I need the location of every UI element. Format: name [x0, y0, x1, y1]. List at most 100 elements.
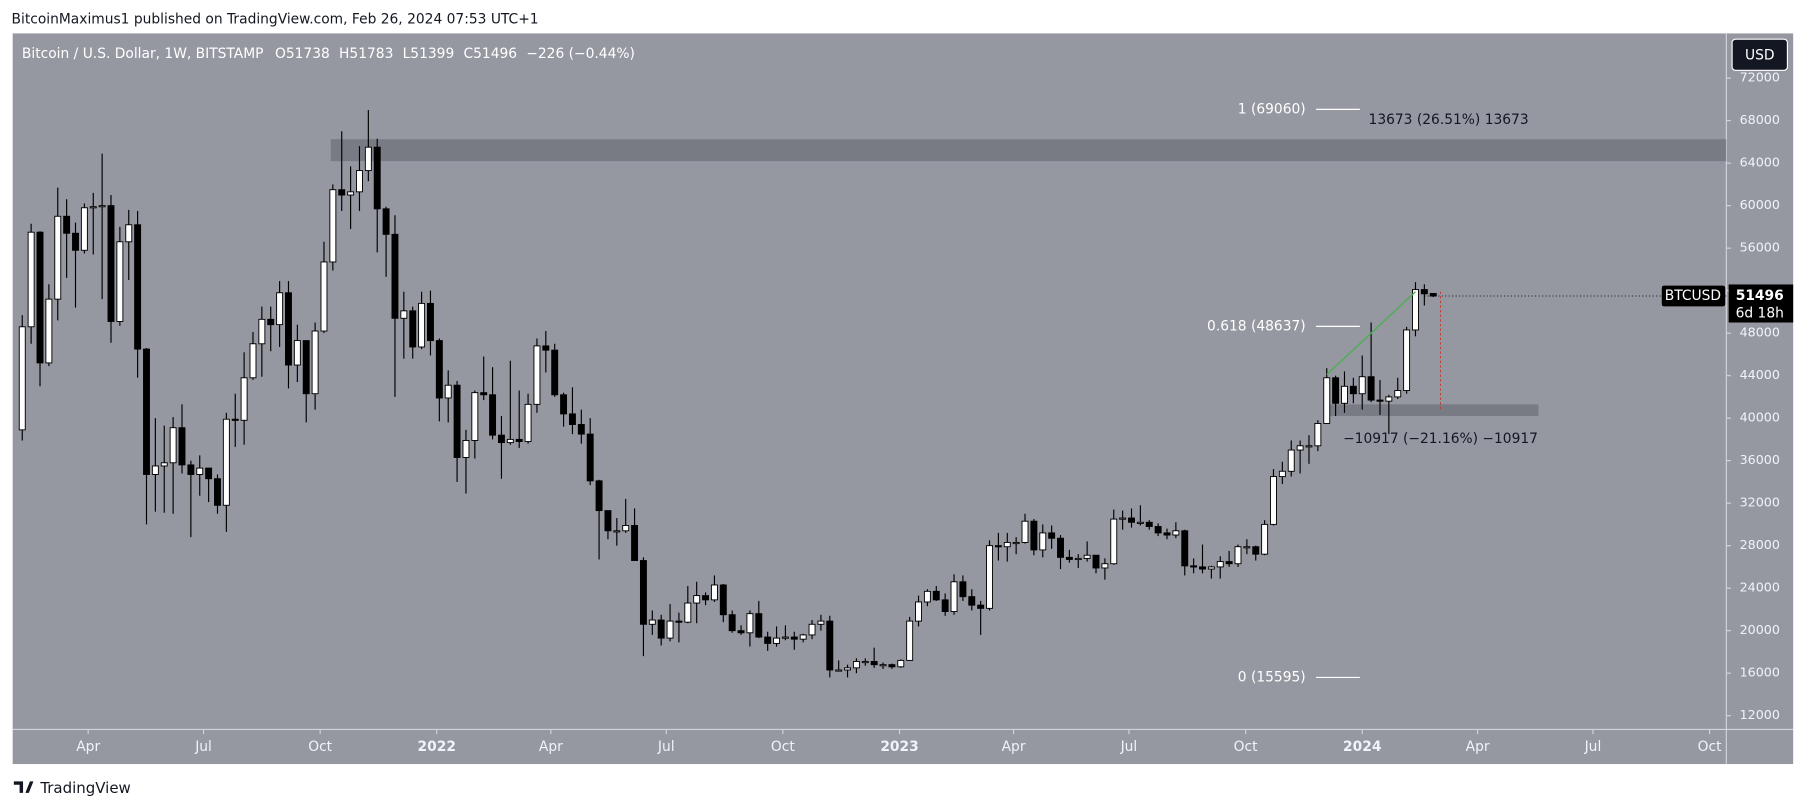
- candle-body: [1074, 557, 1082, 561]
- measure-label: −10917 (−21.16%) −10917: [1343, 431, 1538, 447]
- x-tick-label: Oct: [1698, 739, 1722, 755]
- candle-body: [382, 208, 390, 235]
- candle-body: [560, 394, 568, 415]
- fib-label: 1 (69060): [1238, 101, 1306, 117]
- candle-body: [400, 310, 408, 319]
- candle-body: [160, 462, 168, 467]
- candle-body: [1003, 542, 1011, 548]
- fib-label: 0 (15595): [1238, 669, 1306, 685]
- candle-body: [63, 215, 71, 234]
- candle-body: [577, 424, 585, 435]
- candle-body: [1101, 563, 1109, 569]
- candle-body: [773, 637, 781, 644]
- y-tick-label: 28000: [1740, 537, 1780, 552]
- candle-body: [879, 664, 887, 667]
- candle-body: [968, 596, 976, 606]
- publish-header: BitcoinMaximus1 published on TradingView…: [12, 12, 539, 28]
- legend-key: C: [463, 46, 473, 62]
- candle-body: [817, 620, 825, 625]
- candle-body: [1341, 385, 1348, 404]
- candle-body: [1358, 376, 1366, 395]
- candle-body: [364, 146, 372, 172]
- candle-body: [231, 418, 239, 421]
- candle-body: [613, 530, 621, 533]
- candle-body: [648, 619, 656, 625]
- candle-body: [258, 318, 266, 345]
- candle-body: [54, 215, 62, 300]
- candle-body: [1261, 523, 1269, 555]
- candle-body: [276, 292, 284, 326]
- candle-body: [888, 664, 896, 668]
- candle-body: [1030, 520, 1038, 551]
- candle-body: [710, 584, 718, 601]
- y-tick-label: 12000: [1740, 707, 1780, 722]
- candle-body: [240, 377, 248, 421]
- candle-body: [506, 438, 514, 444]
- tradingview-logo: TradingView: [13, 779, 131, 797]
- y-tick-label: 60000: [1740, 197, 1780, 212]
- candle-body: [143, 348, 150, 475]
- y-tick-label: 64000: [1740, 155, 1780, 170]
- brand-name: TradingView: [39, 779, 130, 797]
- candle-body: [462, 440, 470, 458]
- legend-value: 51496: [473, 46, 517, 62]
- candle-body: [835, 669, 843, 672]
- candle-body: [719, 584, 727, 616]
- candle-body: [214, 478, 221, 506]
- x-tick-label: Apr: [1466, 739, 1490, 755]
- candle-body: [1048, 532, 1056, 539]
- candle-body: [98, 205, 106, 208]
- candle-body: [586, 433, 594, 482]
- symbol-tag: [1661, 285, 1726, 307]
- candle-body: [1207, 566, 1215, 570]
- candle-body: [897, 659, 905, 668]
- y-tick-label: 68000: [1740, 112, 1780, 127]
- candle-body: [196, 467, 204, 475]
- x-tick-label: Oct: [308, 739, 332, 755]
- candle-body: [267, 318, 275, 326]
- legend-key: O: [275, 46, 286, 62]
- y-tick-label: 44000: [1740, 367, 1780, 382]
- zone: [330, 139, 1727, 162]
- candle-body: [1057, 537, 1064, 558]
- candle-body: [72, 232, 79, 251]
- x-tick-label: Apr: [76, 739, 100, 755]
- candle-body: [1287, 449, 1295, 472]
- candle-body: [622, 525, 630, 532]
- candle-body: [1145, 521, 1153, 527]
- price-label: 51496: [1736, 288, 1784, 304]
- zone: [1325, 404, 1539, 416]
- y-tick-label: 40000: [1740, 410, 1780, 425]
- candle-body: [435, 340, 443, 399]
- candle-body: [657, 619, 665, 639]
- candle-body: [293, 340, 301, 366]
- candle-body: [489, 394, 497, 436]
- logo-icon: [13, 781, 34, 793]
- candle-body: [1181, 530, 1189, 567]
- y-tick-label: 56000: [1740, 240, 1780, 255]
- candle-body: [497, 434, 505, 444]
- currency-button[interactable]: [1731, 38, 1788, 71]
- x-tick-label: Jul: [657, 739, 675, 755]
- candle-body: [746, 613, 754, 634]
- candle-body: [1332, 377, 1340, 404]
- candle-body: [338, 189, 346, 196]
- candle-body: [1323, 377, 1331, 424]
- trendline: [1326, 291, 1416, 376]
- y-tick-label: 16000: [1740, 665, 1780, 680]
- candle-body: [373, 146, 381, 210]
- candle-body: [595, 480, 603, 512]
- candle-body: [790, 636, 798, 640]
- candle-body: [320, 261, 328, 332]
- candle-body: [1021, 520, 1029, 543]
- x-tick-label: Apr: [539, 739, 563, 755]
- candle-body: [1367, 376, 1375, 401]
- candle-body: [524, 403, 532, 442]
- candle-body: [932, 590, 940, 601]
- candle-body: [134, 224, 142, 350]
- candle-body: [977, 604, 985, 609]
- legend-value: 51738: [286, 46, 330, 62]
- candle-body: [666, 620, 674, 639]
- y-tick-label: 20000: [1740, 622, 1780, 637]
- candle-body: [808, 623, 816, 636]
